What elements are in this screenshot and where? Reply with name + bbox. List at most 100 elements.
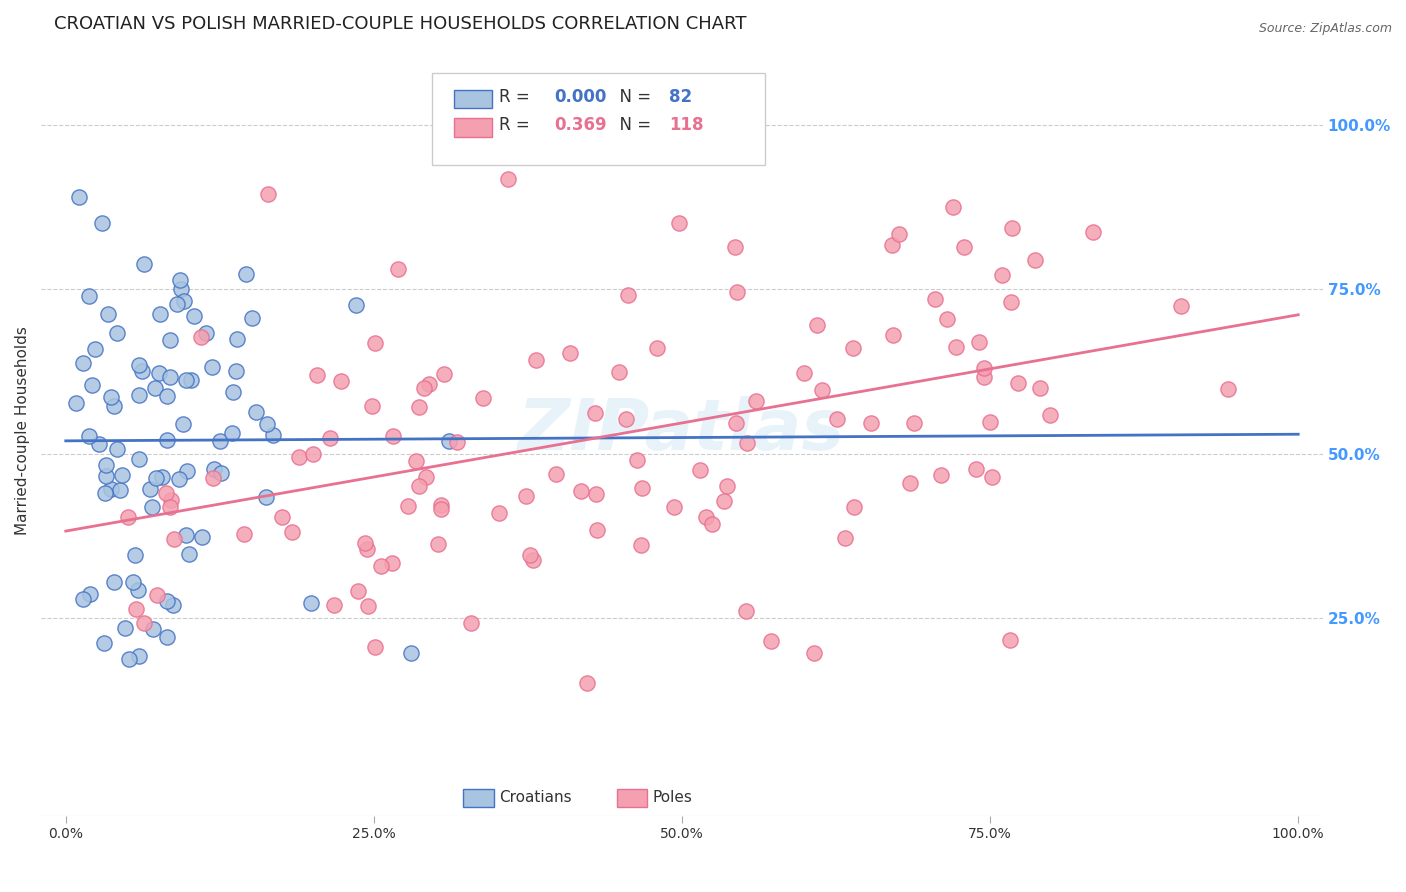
- Croatians: [262, 428, 284, 442]
- Croatians: [209, 466, 232, 480]
- Text: Poles: Poles: [652, 790, 692, 805]
- Poles: [159, 493, 181, 508]
- Croatians: [67, 190, 90, 204]
- Poles: [354, 536, 377, 550]
- Poles: [427, 537, 450, 551]
- Poles: [382, 428, 405, 442]
- Poles: [433, 367, 456, 381]
- Poles: [146, 588, 169, 602]
- Croatians: [122, 574, 145, 589]
- Poles: [356, 599, 378, 613]
- Poles: [1024, 253, 1046, 268]
- Croatians: [180, 373, 202, 387]
- Poles: [515, 489, 537, 503]
- Croatians: [128, 359, 150, 373]
- Croatians: [97, 308, 120, 322]
- FancyBboxPatch shape: [432, 72, 765, 165]
- Text: Croatians: Croatians: [499, 790, 571, 805]
- Poles: [472, 391, 495, 405]
- Croatians: [128, 648, 150, 663]
- FancyBboxPatch shape: [463, 789, 494, 807]
- Croatians: [190, 530, 212, 544]
- Croatians: [141, 500, 163, 515]
- Croatians: [149, 307, 172, 321]
- Croatians: [96, 458, 118, 472]
- Croatians: [437, 434, 460, 448]
- Croatians: [148, 366, 170, 380]
- FancyBboxPatch shape: [617, 789, 647, 807]
- Poles: [803, 646, 825, 660]
- Croatians: [156, 594, 179, 608]
- Poles: [973, 369, 995, 384]
- Poles: [695, 509, 717, 524]
- Croatians: [202, 461, 225, 475]
- Poles: [924, 293, 946, 307]
- Croatians: [225, 364, 247, 378]
- Poles: [887, 227, 910, 241]
- Croatians: [156, 389, 179, 403]
- Text: 82: 82: [669, 88, 692, 106]
- Croatians: [156, 433, 179, 447]
- Poles: [1170, 299, 1192, 313]
- Croatians: [156, 630, 179, 644]
- Croatians: [174, 373, 197, 387]
- Poles: [1029, 381, 1052, 395]
- Croatians: [114, 621, 136, 635]
- Croatians: [128, 387, 150, 401]
- Croatians: [254, 490, 277, 504]
- Croatians: [94, 468, 117, 483]
- Poles: [586, 523, 609, 537]
- Text: Source: ZipAtlas.com: Source: ZipAtlas.com: [1258, 22, 1392, 36]
- Poles: [1081, 225, 1104, 239]
- Poles: [1007, 376, 1029, 391]
- Croatians: [169, 272, 191, 286]
- Poles: [524, 352, 547, 367]
- Poles: [979, 415, 1001, 429]
- Poles: [617, 288, 640, 302]
- Poles: [929, 468, 952, 483]
- Poles: [945, 340, 967, 354]
- Poles: [408, 479, 430, 493]
- Poles: [519, 548, 541, 562]
- Croatians: [65, 396, 87, 410]
- Croatians: [107, 442, 129, 456]
- Poles: [270, 510, 292, 524]
- Poles: [155, 486, 177, 500]
- Croatians: [299, 596, 322, 610]
- Croatians: [170, 283, 193, 297]
- Poles: [232, 527, 254, 541]
- Poles: [363, 640, 385, 654]
- Poles: [329, 374, 352, 388]
- Text: CROATIAN VS POLISH MARRIED-COUPLE HOUSEHOLDS CORRELATION CHART: CROATIAN VS POLISH MARRIED-COUPLE HOUSEH…: [53, 15, 747, 33]
- Poles: [1001, 221, 1024, 235]
- Croatians: [108, 483, 131, 498]
- Croatians: [124, 548, 146, 562]
- Poles: [842, 341, 865, 355]
- Poles: [396, 499, 419, 513]
- Poles: [364, 335, 387, 350]
- Poles: [256, 186, 278, 201]
- Text: 0.000: 0.000: [554, 88, 606, 106]
- Poles: [967, 335, 990, 350]
- Croatians: [195, 326, 218, 340]
- Text: ZIPatlas: ZIPatlas: [519, 396, 845, 465]
- Poles: [1039, 409, 1062, 423]
- Croatians: [141, 622, 163, 636]
- Poles: [844, 500, 866, 515]
- Croatians: [128, 452, 150, 467]
- Poles: [935, 312, 957, 326]
- Croatians: [132, 257, 155, 271]
- Croatians: [139, 482, 162, 496]
- Poles: [761, 633, 783, 648]
- Poles: [700, 517, 723, 532]
- Croatians: [179, 547, 201, 561]
- Croatians: [72, 356, 94, 370]
- Poles: [569, 483, 592, 498]
- Croatians: [103, 574, 125, 589]
- Poles: [725, 416, 748, 430]
- Croatians: [235, 267, 257, 281]
- Croatians: [169, 472, 191, 486]
- Poles: [117, 510, 139, 524]
- Poles: [159, 500, 181, 515]
- Poles: [882, 238, 904, 252]
